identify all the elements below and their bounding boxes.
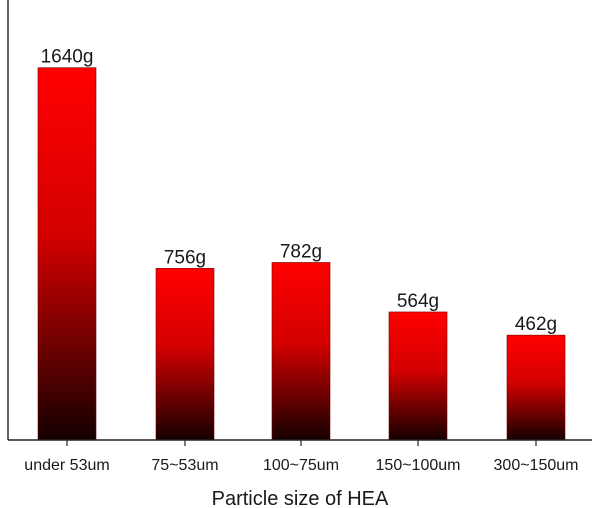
bar-0 [37, 67, 97, 441]
x-tick-label: 100~75um [263, 457, 339, 474]
x-tick-labels-group: under 53um 75~53um 100~75um 150~100um 300~15… [24, 457, 578, 474]
bar-value-label: 756g [164, 247, 206, 268]
x-tick-label: 300~150um [494, 457, 579, 474]
bar-value-label: 1640g [41, 47, 94, 68]
bar-value-label: 782g [280, 241, 322, 262]
x-axis-title: Particle size of HEA [212, 488, 389, 508]
x-tick-label: under 53um [24, 457, 109, 474]
bar-value-label: 462g [515, 314, 557, 335]
bar-value-label: 564g [397, 291, 439, 312]
bar-2 [271, 262, 331, 441]
x-tick-label: 150~100um [376, 457, 461, 474]
x-ticks-group [66, 440, 537, 446]
bars-group [37, 67, 566, 441]
x-tick-label: 75~53um [151, 457, 218, 474]
bar-4 [506, 334, 566, 441]
bar-3 [388, 311, 448, 441]
axes-group [7, 0, 592, 441]
bar-1 [155, 268, 215, 441]
value-labels-group: 1640g 756g 782g 564g 462g [41, 47, 558, 335]
